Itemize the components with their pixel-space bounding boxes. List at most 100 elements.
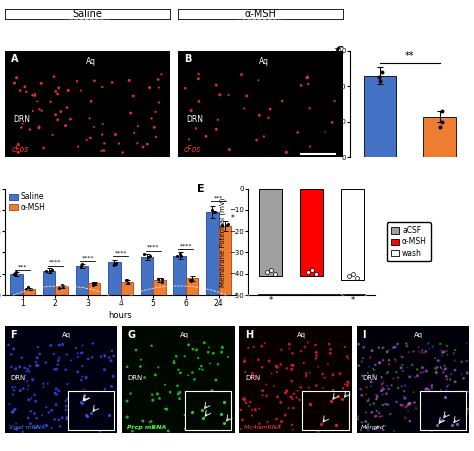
Point [242, 399, 250, 406]
Point [392, 358, 400, 365]
Point [76, 400, 84, 407]
Point [302, 369, 310, 377]
Point [263, 381, 270, 388]
Point [255, 420, 263, 428]
FancyBboxPatch shape [419, 391, 466, 430]
Point [301, 416, 308, 423]
Point [312, 341, 319, 349]
Point [313, 349, 320, 356]
Point [146, 84, 154, 91]
Point [378, 69, 385, 76]
Point [202, 133, 210, 140]
Point [31, 424, 39, 431]
Point [333, 403, 341, 410]
Point [140, 251, 148, 258]
Point [375, 409, 383, 416]
Point [305, 396, 312, 403]
Point [431, 354, 439, 362]
Point [22, 372, 29, 379]
Point [223, 221, 231, 229]
Point [417, 369, 425, 376]
Point [63, 104, 71, 111]
Point [5, 400, 13, 407]
Point [437, 387, 445, 394]
Point [141, 374, 148, 381]
Point [308, 411, 315, 419]
Point [5, 341, 12, 349]
Text: ****: **** [114, 250, 127, 255]
Point [379, 357, 387, 364]
Point [25, 368, 33, 375]
Point [374, 393, 381, 400]
Text: Aq: Aq [297, 332, 306, 338]
Point [74, 354, 82, 361]
Point [441, 366, 448, 373]
Point [199, 414, 207, 422]
Point [433, 364, 441, 371]
Legend: Saline, α-MSH: Saline, α-MSH [9, 193, 46, 212]
Point [176, 251, 183, 258]
Point [288, 377, 296, 385]
Point [402, 404, 410, 411]
Point [55, 387, 63, 394]
Point [214, 361, 222, 368]
Point [23, 368, 30, 375]
Point [453, 420, 461, 428]
Point [33, 362, 40, 369]
Point [312, 382, 320, 389]
Point [40, 380, 47, 387]
Point [212, 82, 220, 89]
Point [134, 123, 142, 130]
FancyBboxPatch shape [302, 391, 348, 430]
Point [326, 412, 334, 419]
Point [353, 275, 361, 282]
Point [87, 134, 94, 142]
Point [313, 352, 320, 359]
Point [375, 345, 383, 352]
Point [250, 343, 258, 350]
Point [139, 418, 146, 425]
Point [101, 386, 109, 393]
Point [107, 357, 115, 364]
Text: ****: **** [82, 256, 94, 261]
Point [332, 425, 339, 432]
Point [305, 384, 313, 391]
Point [438, 365, 445, 372]
Point [365, 395, 373, 402]
Point [62, 403, 70, 410]
Point [31, 92, 39, 99]
Point [390, 428, 398, 435]
Point [210, 350, 217, 357]
Point [36, 123, 43, 130]
Bar [186, 278, 198, 295]
Point [283, 387, 291, 394]
Point [385, 346, 392, 354]
Point [100, 140, 108, 147]
Point [239, 416, 246, 423]
Point [11, 270, 19, 277]
Point [78, 399, 86, 406]
Point [392, 343, 399, 350]
Point [226, 146, 233, 153]
Point [11, 406, 19, 413]
Point [164, 428, 172, 435]
Point [51, 389, 59, 396]
Point [294, 129, 301, 136]
Point [24, 386, 32, 393]
Point [379, 384, 386, 391]
Point [357, 386, 365, 393]
Point [358, 391, 365, 399]
Point [438, 107, 446, 115]
Point [149, 396, 156, 404]
Point [344, 416, 352, 423]
Point [152, 108, 159, 115]
Point [401, 414, 409, 421]
Point [187, 107, 195, 114]
Point [358, 358, 365, 365]
Point [31, 90, 39, 97]
Point [51, 416, 58, 423]
Point [29, 92, 36, 99]
Point [195, 98, 202, 105]
Point [24, 414, 32, 422]
Point [148, 391, 156, 398]
